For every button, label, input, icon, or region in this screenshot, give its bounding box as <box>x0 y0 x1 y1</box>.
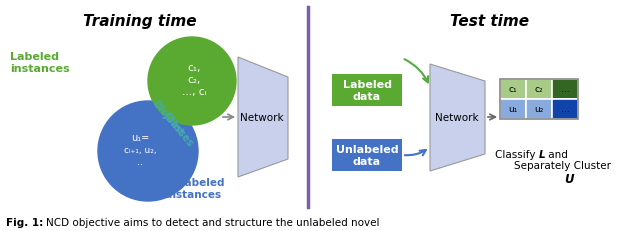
Text: Separately Cluster: Separately Cluster <box>514 160 611 170</box>
Bar <box>500 80 526 100</box>
Text: cₗ₊₁, u₂,: cₗ₊₁, u₂, <box>124 145 156 154</box>
Text: instances: instances <box>10 64 70 74</box>
Text: L: L <box>539 149 546 159</box>
Text: Disjoint: Disjoint <box>150 98 186 137</box>
Text: ...: ... <box>561 85 570 94</box>
Circle shape <box>148 38 236 125</box>
Text: NCD objective aims to detect and structure the unlabeled novel: NCD objective aims to detect and structu… <box>46 217 380 227</box>
Bar <box>500 80 578 119</box>
Text: Classes: Classes <box>161 111 195 148</box>
Text: ...: ... <box>561 105 570 114</box>
Polygon shape <box>430 65 485 171</box>
Text: c₁: c₁ <box>509 85 517 94</box>
Text: Training time: Training time <box>83 14 197 29</box>
Text: U: U <box>564 172 573 185</box>
Text: Fig. 1:: Fig. 1: <box>6 217 44 227</box>
Text: u₁=: u₁= <box>131 132 149 142</box>
Text: Network: Network <box>435 112 479 122</box>
Circle shape <box>98 102 198 201</box>
Text: u₁: u₁ <box>508 105 518 114</box>
Text: c₂,: c₂, <box>188 75 200 85</box>
Text: ..: .. <box>137 156 143 166</box>
Text: c₁,: c₁, <box>188 63 201 73</box>
Text: Labeled: Labeled <box>10 52 59 62</box>
Bar <box>526 80 552 100</box>
Text: Labeled
data: Labeled data <box>342 79 392 102</box>
Bar <box>552 100 578 119</box>
Bar <box>552 80 578 100</box>
FancyBboxPatch shape <box>332 75 402 106</box>
Text: c₂: c₂ <box>534 85 543 94</box>
Text: Unlabeled: Unlabeled <box>165 177 225 187</box>
Text: Network: Network <box>240 112 284 122</box>
Bar <box>526 100 552 119</box>
FancyBboxPatch shape <box>332 139 402 171</box>
Text: Test time: Test time <box>451 14 529 29</box>
Text: Classify: Classify <box>495 149 539 159</box>
Text: ..., cₗ: ..., cₗ <box>182 87 206 97</box>
Bar <box>500 100 526 119</box>
Polygon shape <box>238 58 288 177</box>
Text: and: and <box>545 149 568 159</box>
Text: instances: instances <box>165 189 221 199</box>
Text: Unlabeled
data: Unlabeled data <box>336 144 398 167</box>
Text: u₂: u₂ <box>534 105 544 114</box>
